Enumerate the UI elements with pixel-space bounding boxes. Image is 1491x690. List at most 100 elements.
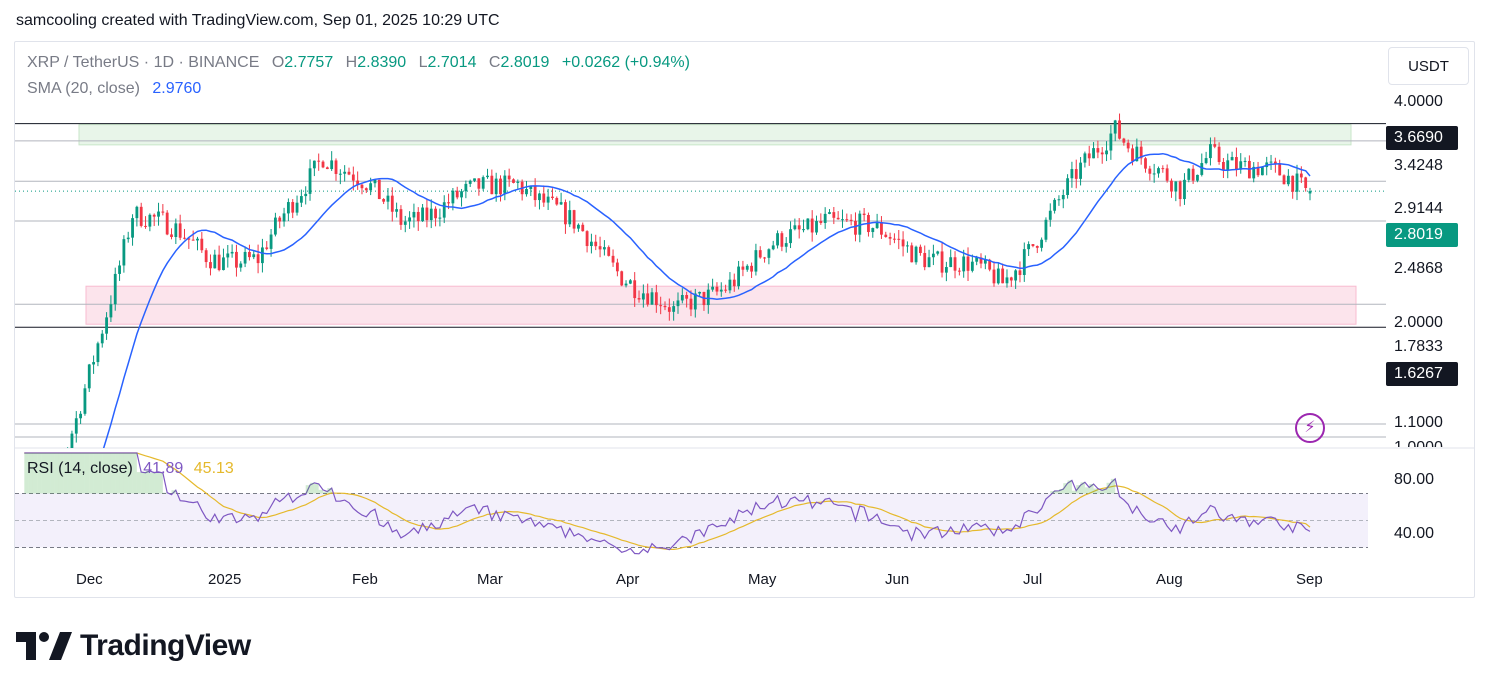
candle-body [360, 184, 364, 189]
candle [239, 261, 243, 272]
rsi-overbought-fill [1097, 490, 1103, 494]
candle [1100, 147, 1104, 164]
candle-body [572, 210, 576, 229]
candle [1005, 269, 1009, 288]
horizontal-levels [15, 123, 1386, 438]
candle-body [70, 433, 74, 448]
candle-body [1183, 179, 1186, 200]
candle-body [239, 263, 243, 268]
candle [196, 236, 199, 251]
candle [1213, 137, 1217, 149]
candle [1018, 261, 1022, 283]
candle-body [1001, 268, 1005, 284]
candle [343, 165, 347, 182]
candle [295, 195, 299, 216]
open-value: 2.7757 [284, 54, 334, 71]
x-label-jul: Jul [1023, 571, 1043, 588]
candle [113, 267, 117, 311]
candle [996, 263, 1000, 285]
candle-body [949, 257, 953, 268]
candle-body [927, 257, 931, 268]
rsi-overbought-fill [158, 473, 163, 494]
candle [70, 430, 74, 448]
candle [187, 238, 191, 249]
price-level-1.6267: 1.6267 [1386, 362, 1458, 386]
candle [1083, 151, 1087, 168]
candle [529, 185, 533, 197]
rsi-overbought-fill [67, 453, 72, 494]
candle-body [512, 179, 515, 183]
candle [1092, 142, 1095, 159]
candle-body [226, 253, 230, 258]
candle-body [356, 180, 360, 185]
candle-body [447, 202, 450, 204]
candle-body [1152, 173, 1156, 175]
candle [802, 219, 805, 233]
candle-body [585, 231, 589, 247]
candle-body [19, 594, 22, 612]
candle-body [1044, 219, 1048, 240]
lightning-icon[interactable]: ⚡ [1295, 413, 1325, 443]
change-value: +0.0262 (+0.94%) [561, 54, 690, 71]
candle-body [1165, 168, 1169, 181]
candle [356, 171, 360, 190]
candle [1217, 142, 1221, 165]
candle-body [663, 305, 667, 308]
candle-body [1070, 169, 1074, 179]
x-label-2025: 2025 [208, 571, 242, 588]
candle [209, 254, 212, 276]
candle [590, 233, 593, 254]
x-label-may: May [748, 571, 777, 588]
candle [213, 249, 217, 269]
candle [178, 214, 182, 241]
candle-body [1122, 138, 1126, 143]
candle-body [191, 239, 195, 241]
candle [269, 229, 273, 257]
price-tick-4: 4.0000 [1386, 90, 1458, 114]
rsi-pane [15, 452, 1368, 555]
rsi-overbought-fill [154, 471, 159, 494]
rsi-overbought-fill [1106, 482, 1111, 494]
candle-body [529, 185, 533, 190]
candle-body [74, 418, 78, 434]
currency-button[interactable]: USDT [1388, 47, 1469, 85]
candle [750, 262, 753, 278]
tradingview-logo[interactable]: TradingView [16, 626, 251, 666]
candle-body [1239, 161, 1243, 170]
candle-body [1213, 144, 1217, 147]
candle-body [737, 266, 740, 287]
candle [810, 210, 814, 242]
candle-body [750, 265, 753, 272]
candle-body [317, 160, 321, 162]
candle [914, 245, 918, 265]
candle-body [667, 307, 671, 312]
candle [1269, 154, 1273, 170]
candle-body [962, 256, 966, 272]
candle [1148, 165, 1152, 181]
candle-body [1079, 162, 1082, 179]
candle [126, 231, 130, 243]
candle-body [624, 283, 628, 286]
candle-body [23, 594, 26, 612]
candle-body [460, 191, 463, 198]
candle [858, 210, 862, 243]
candle-body [931, 253, 935, 258]
candle [382, 198, 386, 205]
candle-body [1291, 175, 1295, 192]
candle [944, 261, 948, 282]
rsi-overbought-fill [1080, 482, 1085, 494]
candle-body [641, 293, 645, 300]
candle-body [654, 292, 658, 306]
candle-body [754, 250, 758, 272]
candle-body [507, 175, 511, 180]
candle [139, 202, 143, 228]
candle-body [157, 211, 160, 217]
price-tick-2: 2.0000 [1386, 311, 1458, 335]
candle-body [776, 233, 779, 246]
candle-body [590, 241, 593, 247]
symbol-legend: XRP / TetherUS · 1D · BINANCE O2.7757 H2… [27, 54, 692, 72]
candle-body [118, 265, 121, 274]
chart-frame [14, 41, 1475, 598]
rsi-tick-80: 80.00 [1386, 468, 1458, 492]
